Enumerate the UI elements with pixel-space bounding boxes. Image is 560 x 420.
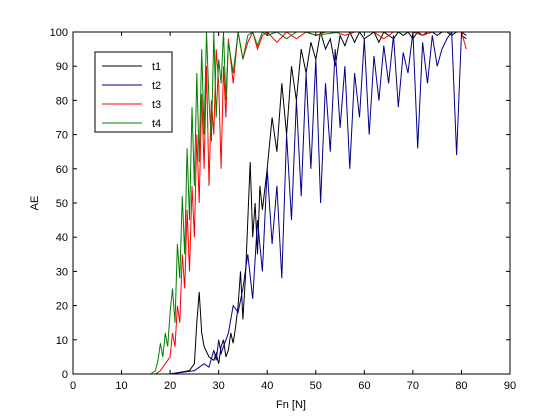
x-tick-label: 20: [164, 380, 176, 392]
x-tick-label: 70: [407, 380, 419, 392]
y-tick-label: 90: [56, 61, 68, 73]
legend-items: t1 t2 t3 t4: [102, 61, 161, 130]
legend: t1 t2 t3 t4: [94, 51, 173, 133]
y-tick-label: 20: [56, 301, 68, 313]
series-line-t3: [73, 32, 467, 374]
legend-box: [94, 51, 173, 133]
legend-label-t3: t3: [152, 99, 161, 111]
x-tick-label: 40: [261, 380, 273, 392]
y-tick-label: 100: [50, 27, 68, 39]
y-tick-label: 80: [56, 95, 68, 107]
legend-label-t1: t1: [152, 61, 161, 73]
y-tick-label: 30: [56, 266, 68, 278]
y-tick-label: 40: [56, 232, 68, 244]
legend-label-t2: t2: [152, 80, 161, 92]
series-line-t4: [73, 32, 462, 374]
y-tick-label: 10: [56, 335, 68, 347]
y-axis-label: AE: [29, 196, 41, 211]
x-axis-label: Fn [N]: [276, 399, 306, 411]
series-line-t2: [73, 32, 467, 374]
x-tick-label: 90: [504, 380, 516, 392]
y-tick-label: 50: [56, 198, 68, 210]
x-tick-label: 30: [213, 380, 225, 392]
series-layer: [73, 32, 467, 374]
y-tick-label: 60: [56, 164, 68, 176]
y-tick-label: 70: [56, 130, 68, 142]
axis-ticks: 0 10 20 30 40 50 60 70 80 90 0 10 20 30 40 50 60 70 80 90 10…: [50, 27, 516, 392]
x-tick-label: 10: [115, 380, 127, 392]
y-tick-label: 0: [62, 369, 68, 381]
series-line-t1: [73, 32, 467, 374]
x-tick-label: 50: [310, 380, 322, 392]
legend-label-t4: t4: [152, 118, 161, 130]
x-tick-label: 0: [70, 380, 76, 392]
x-tick-label: 80: [455, 380, 467, 392]
x-tick-label: 60: [358, 380, 370, 392]
